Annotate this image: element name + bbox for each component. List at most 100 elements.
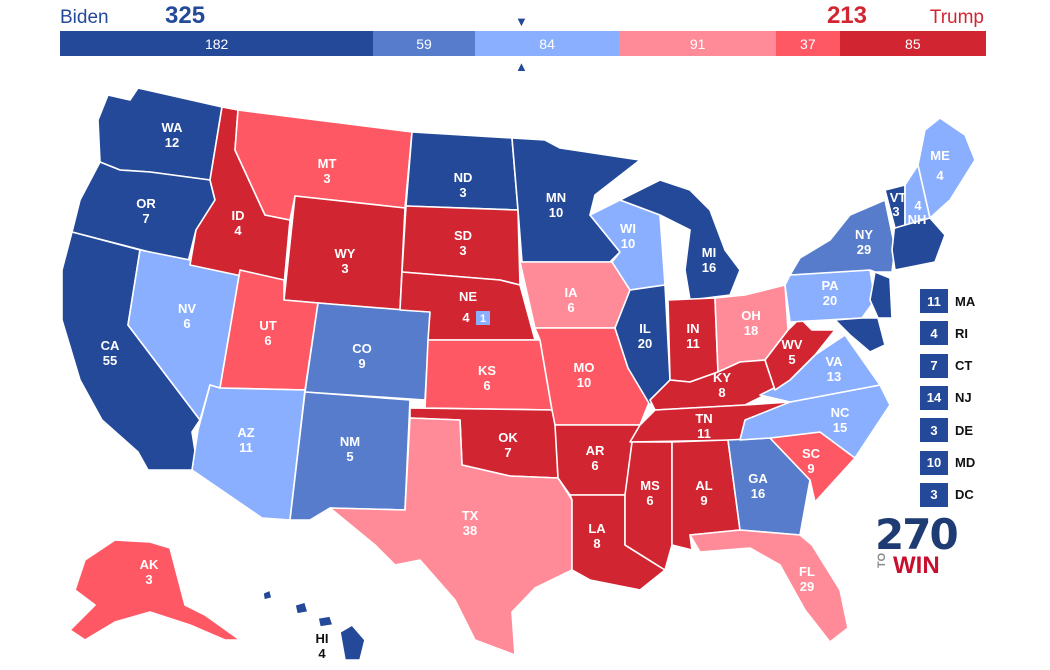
state-label-OK: OK <box>498 430 518 445</box>
small-state-abbr: CT <box>955 358 973 374</box>
state-IA[interactable]: IA 6 <box>519 261 631 329</box>
state-SD[interactable]: SD 3 <box>401 205 521 286</box>
small-state-MD[interactable]: 10 MD <box>920 450 976 475</box>
state-label-AL: AL <box>695 478 712 493</box>
bar-segment-5: 37 <box>776 31 840 56</box>
state-ev-MI: 16 <box>702 260 716 275</box>
state-ev-AZ: 11 <box>239 440 253 455</box>
state-WY[interactable]: WY 3 <box>283 195 406 311</box>
state-NC[interactable]: NC 15 <box>739 384 891 459</box>
state-FL[interactable]: FL 29 <box>689 529 849 643</box>
state-AR[interactable]: AR 6 <box>554 424 641 496</box>
ne-cd2-box[interactable] <box>476 311 490 325</box>
state-MO[interactable]: MO 10 <box>534 327 651 426</box>
state-ev-FL: 29 <box>800 579 814 594</box>
state-NE[interactable]: NE 4 1 <box>399 271 536 341</box>
small-state-abbr: NJ <box>955 390 972 406</box>
state-ev-VA: 13 <box>827 369 841 384</box>
state-WA[interactable]: WA 12 <box>97 87 223 181</box>
state-label-IN: IN <box>687 321 700 336</box>
state-CO[interactable]: CO 9 <box>304 302 431 401</box>
state-label-AR: AR <box>586 443 605 458</box>
state-ev-TN: 11 <box>697 426 711 441</box>
state-label-NY: NY <box>855 227 873 242</box>
state-TX[interactable]: TX 38 <box>329 417 573 656</box>
bar-segment-2: 59 <box>373 31 475 56</box>
state-ev-WY: 3 <box>341 261 348 276</box>
small-state-MA[interactable]: 11 MA <box>920 289 975 313</box>
state-ev-NV: 6 <box>183 316 190 331</box>
state-NM[interactable]: NM 5 <box>289 391 411 521</box>
state-ev-TX: 38 <box>463 523 477 538</box>
state-ev-OR: 7 <box>142 211 149 226</box>
small-state-abbr: DE <box>955 422 974 438</box>
state-AL[interactable]: AL 9 <box>671 439 741 551</box>
state-MT[interactable]: MT 3 <box>234 109 413 221</box>
state-MS[interactable]: MS 6 <box>624 441 673 571</box>
state-ME[interactable]: ME 4 <box>917 117 976 219</box>
state-IL[interactable]: IL 20 <box>614 284 671 406</box>
small-state-DC[interactable]: 3 DC <box>920 482 974 507</box>
state-VA[interactable]: VA 13 <box>759 334 881 403</box>
small-state-NJ[interactable]: 14 NJ <box>920 385 972 410</box>
state-label-OH: OH <box>741 308 761 323</box>
state-HI[interactable]: HI 4 <box>262 589 366 661</box>
state-ev-ME: 4 <box>936 168 944 183</box>
state-AK[interactable]: AK 3 <box>69 539 241 641</box>
state-label-ID: ID <box>232 208 245 223</box>
state-ev-AR: 6 <box>591 458 598 473</box>
ne-cd2-ev: 1 <box>480 313 486 325</box>
state-IN[interactable]: IN 11 <box>667 297 719 383</box>
state-label-CA: CA <box>101 338 120 353</box>
state-ev-MN: 10 <box>549 205 563 220</box>
state-WV[interactable]: WV 5 <box>764 317 836 391</box>
state-MD-DE[interactable] <box>834 317 886 353</box>
state-MI[interactable]: MI 16 <box>619 179 741 301</box>
state-label-UT: UT <box>259 318 276 333</box>
biden-name: Biden <box>60 7 109 28</box>
state-ev-ND: 3 <box>459 185 466 200</box>
state-label-ME: ME <box>930 148 950 163</box>
state-ev-MO: 10 <box>577 375 591 390</box>
270towin-logo[interactable]: 270 TO WIN <box>873 510 959 584</box>
state-OR[interactable]: OR 7 <box>71 161 216 263</box>
state-NY[interactable]: NY 29 <box>789 199 896 276</box>
state-AZ[interactable]: AZ 11 <box>191 384 306 521</box>
small-state-DE[interactable]: 3 DE <box>920 418 974 443</box>
state-NJ[interactable] <box>869 271 893 319</box>
state-ev-HI: 4 <box>318 646 326 661</box>
small-state-RI[interactable]: 4 RI <box>920 321 968 346</box>
state-ND[interactable]: ND 3 <box>405 131 519 211</box>
state-ev-KY: 8 <box>718 385 725 400</box>
small-state-abbr: DC <box>955 487 974 503</box>
state-PA[interactable]: PA 20 <box>784 269 876 323</box>
state-label-IA: IA <box>565 285 579 300</box>
small-state-abbr: MD <box>955 455 976 470</box>
small-state-ev-box: 7 <box>920 353 948 378</box>
small-state-CT[interactable]: 7 CT <box>920 353 973 378</box>
state-label-NC: NC <box>831 405 850 420</box>
state-label-CO: CO <box>352 341 372 356</box>
small-state-ev-box: 14 <box>920 385 948 410</box>
state-ev-WI: 10 <box>621 236 635 251</box>
state-label-TX: TX <box>462 508 479 523</box>
logo-number: 270 <box>875 510 959 559</box>
state-GA[interactable]: GA 16 <box>727 437 811 536</box>
state-KS[interactable]: KS 6 <box>424 339 553 411</box>
state-label-TN: TN <box>695 411 712 426</box>
state-label-MO: MO <box>574 360 595 375</box>
small-state-ev-box: 11 <box>920 289 948 313</box>
state-label-VA: VA <box>825 354 843 369</box>
state-ev-AL: 9 <box>700 493 707 508</box>
state-ev-LA: 8 <box>593 536 600 551</box>
state-label-PA: PA <box>821 278 839 293</box>
midpoint-down-arrow-icon: ▼ <box>515 14 528 29</box>
state-MN[interactable]: MN 10 <box>511 137 641 263</box>
small-state-abbr: RI <box>955 325 968 341</box>
bar-segment-4: 91 <box>619 31 776 56</box>
state-ev-ID: 4 <box>234 223 242 238</box>
state-ev-KS: 6 <box>483 378 490 393</box>
state-ID[interactable]: ID 4 <box>189 106 291 286</box>
small-state-ev-box: 3 <box>920 418 948 443</box>
